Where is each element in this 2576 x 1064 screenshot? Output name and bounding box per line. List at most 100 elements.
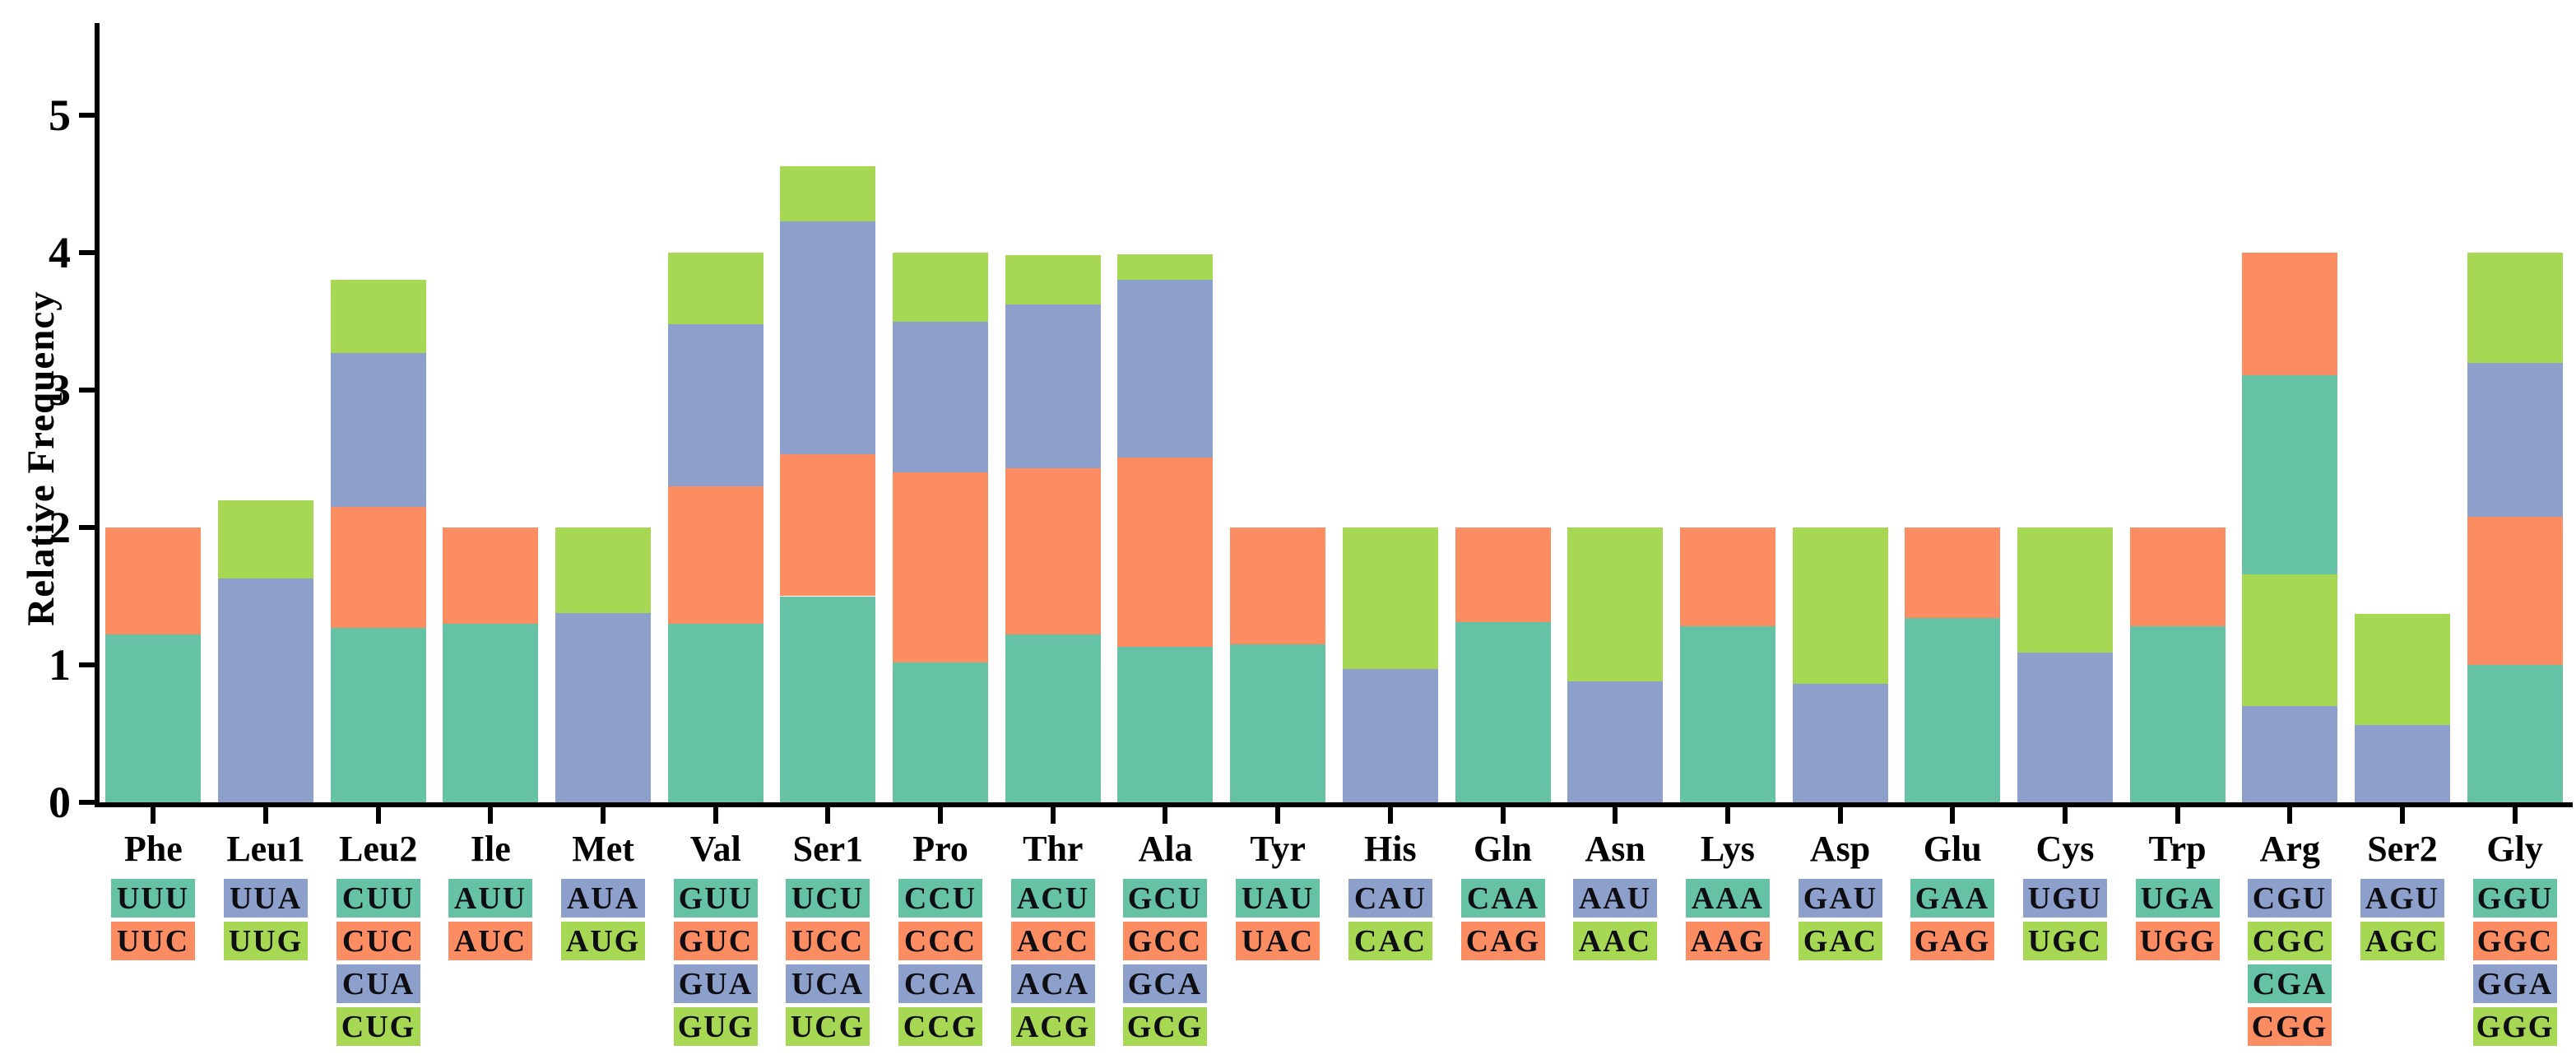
category-label-Leu1: Leu1	[226, 829, 305, 869]
bar-segment-UAU	[1230, 644, 1325, 802]
bar-segment-GUU	[668, 623, 764, 802]
bar-segment-CCC	[893, 472, 988, 662]
category-label-Trp: Trp	[2148, 829, 2207, 869]
codon-chip-UGU: UGU	[2023, 879, 2107, 918]
x-tick-mark	[1387, 807, 1393, 824]
bar-segment-UGA	[2130, 626, 2226, 802]
codon-chip-UCG: UCG	[786, 1007, 870, 1046]
x-tick-mark	[601, 807, 606, 824]
codon-chip-AAU: AAU	[1573, 879, 1657, 918]
codon-chip-CAC: CAC	[1348, 922, 1432, 960]
codon-chip-AAC: AAC	[1573, 922, 1657, 960]
codon-chip-ACG: ACG	[1011, 1007, 1095, 1046]
bar-segment-AAC	[1567, 527, 1663, 682]
bar-segment-CCU	[893, 662, 988, 802]
x-tick-mark	[938, 807, 944, 824]
codon-chip-GCA: GCA	[1123, 964, 1207, 1003]
bar-segment-CUC	[331, 506, 426, 628]
bar-segment-GCG	[1117, 253, 1213, 281]
x-tick-mark	[825, 807, 831, 824]
codon-chip-UGG: UGG	[2136, 922, 2220, 960]
bar-segment-UGG	[2130, 527, 2226, 627]
category-label-Tyr: Tyr	[1250, 829, 1306, 869]
codon-chip-UUG: UUG	[224, 922, 308, 960]
bar-segment-CGG	[2242, 253, 2337, 375]
codon-chip-GCU: GCU	[1123, 879, 1207, 918]
codon-chip-CCU: CCU	[898, 879, 982, 918]
x-tick-mark	[1050, 807, 1056, 824]
x-tick-mark	[2287, 807, 2293, 824]
x-tick-mark	[1500, 807, 1506, 824]
codon-chip-CGG: CGG	[2248, 1007, 2332, 1046]
codon-chip-CCC: CCC	[898, 922, 982, 960]
bar-segment-ACA	[1005, 304, 1101, 469]
category-label-Gln: Gln	[1474, 829, 1532, 869]
bar-segment-ACC	[1005, 468, 1101, 635]
codon-chip-GGC: GGC	[2473, 922, 2557, 960]
codon-chip-AUU: AUU	[448, 879, 532, 918]
codon-chip-GAA: GAA	[1910, 879, 1994, 918]
codon-chip-GCC: GCC	[1123, 922, 1207, 960]
y-tick-mark	[79, 388, 97, 393]
category-label-Gly: Gly	[2486, 829, 2543, 869]
bar-segment-CAC	[1343, 527, 1438, 669]
y-tick-label: 3	[49, 365, 71, 415]
codon-chip-CGU: CGU	[2248, 879, 2332, 918]
bar-segment-AUC	[443, 527, 538, 624]
category-label-Ser1: Ser1	[792, 829, 864, 869]
x-tick-mark	[2399, 807, 2405, 824]
codon-chip-GUA: GUA	[674, 964, 758, 1003]
codon-chip-UGA: UGA	[2136, 879, 2220, 918]
y-tick-mark	[79, 662, 97, 667]
x-tick-mark	[2062, 807, 2068, 824]
codon-chip-GAC: GAC	[1799, 922, 1882, 960]
codon-chip-CUG: CUG	[337, 1007, 420, 1046]
codon-chip-CUA: CUA	[337, 964, 420, 1003]
bar-segment-CUA	[331, 352, 426, 507]
bar-segment-GAA	[1905, 618, 2000, 802]
codon-chip-AUA: AUA	[561, 879, 645, 918]
codon-chip-UAU: UAU	[1236, 879, 1320, 918]
x-tick-mark	[1275, 807, 1281, 824]
codon-chip-AAA: AAA	[1686, 879, 1770, 918]
bar-segment-UUC	[105, 527, 201, 635]
category-label-Met: Met	[572, 829, 634, 869]
bar-segment-AUA	[555, 612, 651, 802]
bar-segment-GAG	[1905, 527, 2000, 619]
x-tick-mark	[2175, 807, 2180, 824]
bar-segment-UCG	[780, 165, 875, 221]
category-label-Cys: Cys	[2035, 829, 2095, 869]
codon-chip-GGA: GGA	[2473, 964, 2557, 1003]
codon-chip-GAG: GAG	[1910, 922, 1994, 960]
codon-chip-ACA: ACA	[1011, 964, 1095, 1003]
codon-chip-CAA: CAA	[1461, 879, 1545, 918]
bar-segment-UAC	[1230, 527, 1325, 644]
bar-segment-CUG	[331, 280, 426, 353]
codon-chip-GCG: GCG	[1123, 1007, 1207, 1046]
codon-chip-GGG: GGG	[2473, 1007, 2557, 1046]
bar-segment-GCC	[1117, 457, 1213, 648]
codon-chip-UUU: UUU	[111, 879, 195, 918]
x-tick-mark	[1950, 807, 1956, 824]
codon-chip-GAU: GAU	[1799, 879, 1882, 918]
category-label-Asn: Asn	[1585, 829, 1645, 869]
codon-chip-GGU: GGU	[2473, 879, 2557, 918]
x-tick-mark	[1163, 807, 1168, 824]
codon-chip-UGC: UGC	[2023, 922, 2107, 960]
codon-chip-ACU: ACU	[1011, 879, 1095, 918]
category-label-Val: Val	[689, 829, 741, 869]
bar-segment-GAC	[1793, 527, 1888, 685]
codon-chip-GUC: GUC	[674, 922, 758, 960]
codon-chip-AGC: AGC	[2360, 922, 2444, 960]
codon-chip-UUA: UUA	[224, 879, 308, 918]
x-tick-mark	[1724, 807, 1730, 824]
category-label-Phe: Phe	[123, 829, 183, 869]
y-tick-label: 1	[49, 640, 71, 690]
bar-segment-CGC	[2242, 574, 2337, 707]
category-label-Thr: Thr	[1023, 829, 1084, 869]
codon-chip-CCG: CCG	[898, 1007, 982, 1046]
bar-segment-GCU	[1117, 647, 1213, 802]
codon-chip-GUG: GUG	[674, 1007, 758, 1046]
bar-segment-UUA	[218, 578, 313, 802]
